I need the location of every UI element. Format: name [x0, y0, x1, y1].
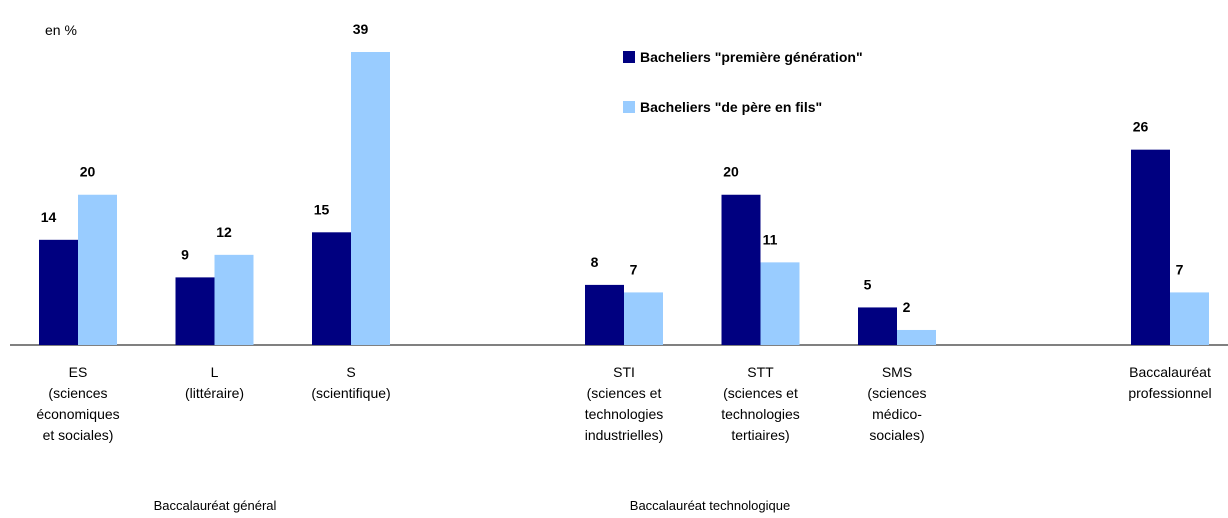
data-label: 20 [723, 164, 739, 180]
data-label: 12 [216, 224, 232, 240]
bar [351, 52, 390, 345]
data-label: 14 [41, 209, 57, 225]
bar [175, 277, 215, 345]
bar [214, 254, 254, 345]
bar [897, 329, 936, 345]
data-label: 39 [353, 21, 369, 37]
bar [858, 307, 897, 345]
data-label: 5 [864, 276, 872, 292]
data-label: 2 [903, 299, 911, 315]
group-label: Baccalauréat technologique [629, 498, 791, 513]
x-tick-label: ES (sciences économiques et sociales) [36, 364, 120, 443]
data-label: 9 [181, 246, 189, 262]
data-label: 7 [630, 261, 638, 277]
legend-swatch [623, 101, 635, 113]
bar [624, 292, 663, 345]
bar [721, 194, 761, 345]
bar [312, 232, 351, 345]
bar [585, 284, 624, 345]
data-label: 8 [591, 254, 599, 270]
data-label: 26 [1133, 119, 1149, 135]
bar [1131, 149, 1170, 345]
data-label: 15 [314, 201, 330, 217]
bar [760, 262, 800, 345]
x-tick-label: STI (sciences et technologies industriel… [584, 364, 664, 443]
legend-label: Bacheliers "de père en fils" [640, 99, 822, 115]
x-tick-label: SMS (sciences médico- sociales) [867, 364, 927, 443]
data-label: 20 [80, 164, 96, 180]
x-tick-label: L (littéraire) [184, 364, 245, 401]
data-label: 7 [1176, 261, 1184, 277]
x-tick-label: STT (sciences et technologies tertiaires… [721, 364, 800, 443]
unit-label: en % [45, 22, 77, 38]
legend-swatch [623, 51, 635, 63]
bar [78, 194, 117, 345]
x-tick-label: Baccalauréat professionnel [1128, 364, 1212, 401]
bar [1170, 292, 1209, 345]
data-label: 11 [763, 231, 778, 247]
x-tick-label: S (scientifique) [311, 364, 391, 401]
legend-label: Bacheliers "première génération" [640, 49, 863, 65]
group-label: Baccalauréat général [153, 498, 277, 513]
bar [39, 239, 78, 345]
